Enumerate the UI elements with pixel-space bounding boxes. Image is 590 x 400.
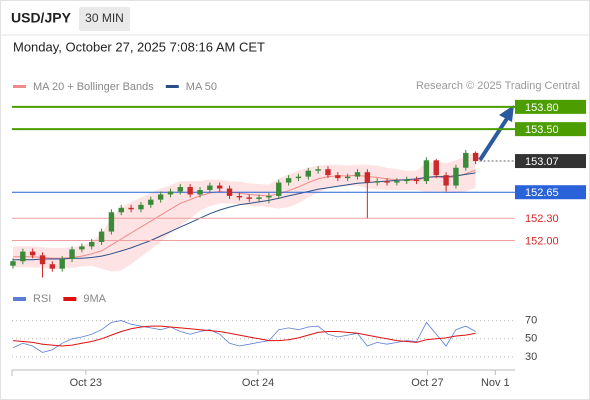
candle-body [305,170,311,177]
legend-label: MA 20 + Bollinger Bands [33,81,154,93]
candle-body [433,160,439,176]
candle-body [20,251,26,262]
candle-body [443,175,449,186]
candle-body [10,261,16,266]
candle-body [285,178,292,183]
candle-body [216,185,223,189]
candle-body [394,181,400,183]
rsi-legend-swatch [63,297,77,301]
candle-body [354,172,361,177]
rsi-legend-label: RSI [33,293,51,305]
candle-body [39,255,46,265]
level-label: 152.00 [525,235,559,247]
candle-body [226,188,233,196]
rsi-legend-label: 9MA [83,293,106,305]
candle-body [374,181,380,183]
legend-swatch [165,85,179,88]
candle-body [472,152,479,162]
candle-body [157,194,164,200]
rsi-tick-label: 30 [525,351,537,363]
candle-body [108,212,115,232]
bollinger-band [13,152,476,272]
candle-body [89,241,95,247]
x-tick-label: Oct 23 [70,377,102,389]
candle-body [197,190,203,195]
level-label: 152.30 [525,213,559,225]
candle-body [177,187,184,192]
candle-body [59,259,65,269]
level-label: 153.07 [525,156,559,168]
candle-body [384,181,390,183]
level-box [515,122,586,137]
candle-body [423,160,430,182]
candle-body [128,207,134,210]
x-tick-label: Oct 24 [242,377,274,389]
level-box [515,185,586,200]
candle-body [49,264,56,269]
ma20-line [13,169,476,259]
ma50-line [13,172,476,261]
candle-body [256,197,262,199]
level-box [515,154,586,169]
source: Research © 2025 Trading Central [416,80,580,92]
candle-body [463,152,469,168]
candle-body [413,179,420,182]
candle-body [276,182,282,196]
level-label: 153.80 [525,102,559,114]
forecast-arrowhead [499,105,514,122]
candle-body [266,195,272,198]
candle-body [29,251,36,256]
x-tick-label: Nov 1 [481,377,510,389]
candle-body [404,179,410,182]
rsi-line [12,320,476,353]
candle-body [325,169,331,176]
candle-body [246,197,252,199]
timeframe[interactable]: 30 MIN [85,11,124,25]
rsi-tick-label: 50 [525,333,537,345]
level-label: 152.65 [525,187,559,199]
timestamp: Monday, October 27, 2025 7:08:16 AM CET [13,39,265,54]
x-tick-label: Oct 27 [411,377,443,389]
legend-swatch [13,85,26,88]
candle-body [364,172,371,183]
candle-body [79,246,85,250]
candle-body [148,199,154,205]
rsi-legend-swatch [13,297,26,301]
candle-body [453,167,459,186]
candle-body [98,231,105,242]
candle-body [187,187,193,195]
candle-body [118,207,124,213]
candle-body [167,191,174,195]
legend-label: MA 50 [186,81,217,93]
forecast-arrow [478,115,510,162]
candle-body [207,185,213,190]
level-label: 153.50 [525,124,559,136]
symbol: USD/JPY [11,10,72,26]
rsi-tick-label: 70 [525,315,537,327]
candle-body [138,204,144,210]
candle-body [335,175,341,179]
rsi-ma-line [12,325,476,347]
candle-body [69,249,75,260]
level-box [515,99,586,114]
candle-body [295,176,302,179]
candle-body [236,195,243,198]
candle-body [315,169,321,171]
candle-body [344,176,351,179]
timeframe-box[interactable] [79,7,130,31]
